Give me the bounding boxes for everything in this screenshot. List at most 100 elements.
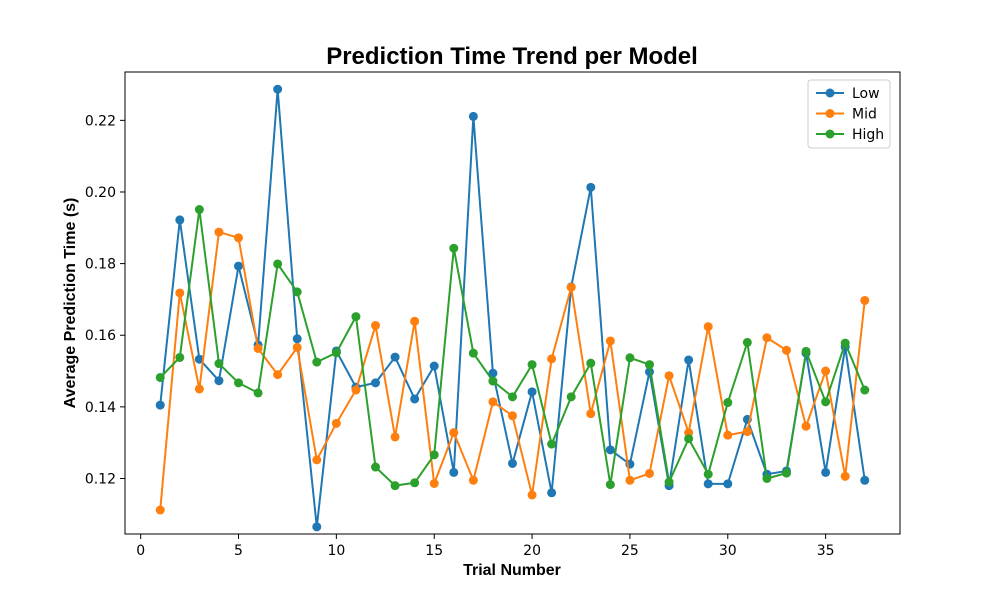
data-point-high [801,346,811,356]
data-point-low [684,355,694,365]
data-point-low [371,378,381,388]
data-point-high [234,378,244,388]
x-tick-label: 30 [719,543,737,559]
data-point-high [488,376,498,386]
data-point-mid [253,343,263,353]
data-point-high [586,358,596,368]
legend-item-low: Low [816,86,880,102]
data-point-high [625,353,635,363]
data-point-low [547,488,557,498]
x-axis-label: Trial Number [463,562,561,579]
data-point-mid [527,490,537,500]
data-point-high [214,359,224,369]
legend-label: Low [852,86,880,102]
data-point-mid [703,322,713,332]
data-point-high [664,477,674,487]
y-tick-label: 0.12 [85,471,116,487]
data-point-low [390,352,400,362]
data-point-low [860,475,870,485]
data-point-high [194,205,204,215]
y-tick-label: 0.18 [85,257,116,273]
data-point-mid [292,342,302,352]
data-point-high [253,388,263,398]
x-tick-label: 15 [425,543,443,559]
data-point-high [331,348,341,358]
data-point-mid [664,371,674,381]
data-point-low [155,400,165,410]
data-point-low [312,522,322,532]
data-point-low [468,111,478,121]
data-point-high [429,450,439,460]
y-tick-label: 0.22 [85,113,116,129]
data-point-high [781,468,791,478]
x-tick-label: 5 [234,543,243,559]
data-point-low [292,334,302,344]
data-point-low [586,182,596,192]
data-point-high [390,481,400,491]
data-point-mid [371,321,381,331]
data-point-low [214,376,224,386]
data-point-low [429,361,439,371]
legend-label: High [852,127,884,143]
data-point-mid [468,475,478,485]
data-point-mid [742,427,752,437]
data-point-mid [214,227,224,237]
data-point-mid [351,385,361,395]
data-point-high [410,478,420,488]
data-point-high [566,392,576,402]
data-point-high [273,259,283,269]
data-point-mid [840,471,850,481]
x-tick-label: 20 [523,543,541,559]
y-axis: 0.12 0.14 0.16 0.18 0.20 0.22 [85,113,125,487]
data-point-low [703,479,713,489]
x-axis: 0 5 10 15 20 25 30 35 [136,534,835,559]
legend-swatch-marker [825,109,835,118]
y-tick-label: 0.20 [85,185,116,201]
data-point-mid [781,345,791,355]
x-tick-label: 10 [327,543,345,559]
chart-title: Prediction Time Trend per Model [326,43,698,70]
data-point-low [488,368,498,378]
x-tick-label: 25 [621,543,639,559]
data-point-mid [234,233,244,243]
data-point-high [155,372,165,382]
legend-swatch-marker [825,88,835,98]
data-point-mid [194,384,204,394]
series-layer [155,84,870,532]
series-mid [155,227,870,515]
y-axis-label: Average Prediction Time (s) [62,198,79,409]
y-tick-label: 0.16 [85,328,116,344]
data-point-high [175,352,185,362]
data-point-low [821,467,831,477]
legend-item-high: High [816,127,884,143]
data-point-low [527,387,537,397]
data-point-high [860,385,870,395]
data-point-high [449,243,459,253]
data-point-low [273,84,283,94]
data-point-mid [586,409,596,419]
data-point-high [527,360,537,370]
data-point-mid [449,428,459,438]
data-point-mid [273,370,283,380]
data-point-high [762,473,772,483]
data-point-high [742,337,752,347]
data-point-high [703,469,713,479]
series-high [155,205,870,491]
data-point-high [351,312,361,322]
data-point-mid [312,455,322,465]
data-point-mid [175,288,185,298]
data-point-mid [566,282,576,292]
data-point-mid [547,354,557,364]
data-point-high [468,348,478,358]
data-point-low [410,394,420,404]
data-point-high [644,360,654,370]
data-point-mid [860,295,870,305]
data-point-low [508,458,517,468]
data-point-high [821,397,831,407]
legend-swatch-marker [825,129,835,139]
legend-item-mid: Mid [816,107,877,123]
data-point-low [723,479,733,489]
data-point-mid [821,366,831,376]
legend: Low Mid High [807,79,891,149]
data-point-high [605,480,615,490]
